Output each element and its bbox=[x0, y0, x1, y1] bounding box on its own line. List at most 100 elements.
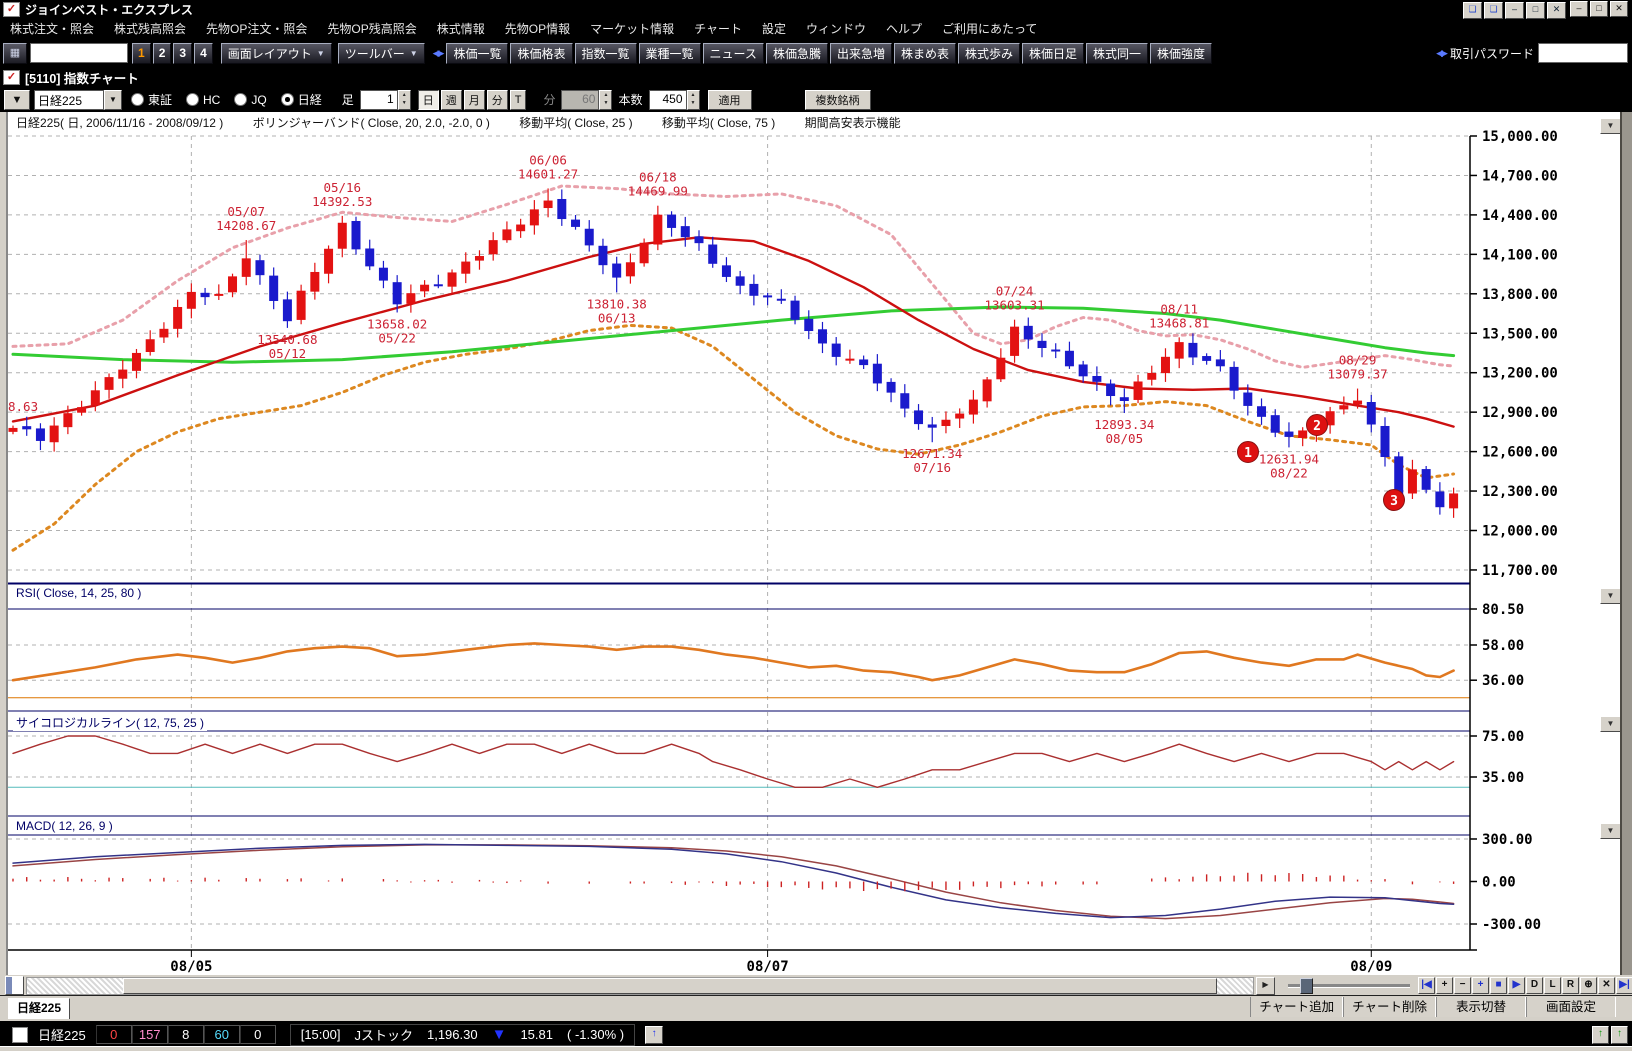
pane-toggle-icon[interactable]: ◀▶ bbox=[1436, 47, 1448, 58]
zoom-slider[interactable] bbox=[1288, 984, 1410, 988]
symbol-quick-input[interactable] bbox=[30, 43, 128, 63]
quick-button-7[interactable]: 株まめ表 bbox=[893, 42, 956, 64]
chart-nav-button-11[interactable]: ▶| bbox=[1616, 977, 1632, 994]
menu-item-8[interactable]: 設定 bbox=[761, 22, 786, 36]
menu-item-1[interactable]: 株式残高照会 bbox=[114, 22, 187, 36]
menu-item-4[interactable]: 株式情報 bbox=[436, 22, 485, 36]
menu-item-11[interactable]: ご利用にあたって bbox=[942, 22, 1038, 36]
up-arrow-icon[interactable]: ↑ bbox=[645, 1025, 664, 1044]
period-button-1[interactable]: 週 bbox=[440, 89, 462, 110]
layout-grid-icon[interactable]: ▦ bbox=[3, 42, 27, 64]
menu-item-10[interactable]: ヘルプ bbox=[886, 22, 923, 36]
workspace-button-3[interactable]: 4 bbox=[194, 42, 213, 64]
tab-nikkei225[interactable]: 日経225 bbox=[8, 998, 71, 1020]
screen-layout-button[interactable]: 画面レイアウト ▼ bbox=[220, 42, 332, 64]
chart-nav-button-5[interactable]: ▶ bbox=[1508, 977, 1525, 994]
period-button-4[interactable]: T bbox=[509, 89, 527, 110]
quick-button-1[interactable]: 株価格表 bbox=[510, 42, 573, 64]
footer-button-0[interactable]: チャート追加 bbox=[1250, 997, 1344, 1017]
chart-area[interactable]: 15,000.00 14,700.00 14,400.00 14,100.00 13,8… bbox=[6, 112, 1622, 975]
chart-nav-button-6[interactable]: D bbox=[1526, 977, 1543, 994]
quick-button-3[interactable]: 業種一覧 bbox=[638, 42, 701, 64]
pane-split-icon[interactable] bbox=[5, 975, 24, 995]
quick-button-6[interactable]: 出来急増 bbox=[829, 42, 892, 64]
market-radio-0[interactable]: 東証 bbox=[131, 91, 172, 108]
apply-button[interactable]: 適用 bbox=[707, 89, 752, 110]
chart-nav-button-10[interactable]: ✕ bbox=[1598, 977, 1615, 994]
svg-text:35.00: 35.00 bbox=[1482, 770, 1524, 786]
market-radio-2[interactable]: JQ bbox=[234, 92, 267, 107]
period-button-0[interactable]: 日 bbox=[417, 89, 439, 110]
green-up-icon[interactable]: ↑ bbox=[1592, 1025, 1609, 1044]
footer-button-3[interactable]: 画面設定 bbox=[1526, 997, 1616, 1017]
market-radio-3[interactable]: 日経 bbox=[280, 91, 322, 108]
status-checkbox[interactable] bbox=[12, 1026, 28, 1043]
footer-button-2[interactable]: 表示切替 bbox=[1436, 997, 1526, 1017]
psych-panel-dropdown-icon[interactable]: ▼ bbox=[1600, 716, 1621, 732]
quick-button-4[interactable]: ニュース bbox=[702, 42, 764, 64]
restore-icon[interactable]: □ bbox=[1526, 2, 1545, 19]
toolbar-menu-button[interactable]: ツールバー ▼ bbox=[337, 42, 425, 64]
interval-stepper[interactable]: 1 ▲ ▼ bbox=[359, 89, 411, 110]
interval-value[interactable]: 1 bbox=[359, 89, 398, 110]
chart-nav-button-1[interactable]: + bbox=[1436, 977, 1453, 994]
zoom-slider-handle[interactable] bbox=[1300, 978, 1313, 994]
spinner-icon[interactable]: ▲ ▼ bbox=[397, 89, 411, 110]
period-button-2[interactable]: 月 bbox=[463, 89, 485, 110]
bars-stepper[interactable]: 450 ▲ ▼ bbox=[648, 89, 700, 110]
close-icon[interactable]: ✕ bbox=[1547, 2, 1566, 19]
window-layout-icon[interactable]: ❏ bbox=[1484, 2, 1503, 19]
menu-item-6[interactable]: マーケット情報 bbox=[590, 22, 675, 36]
footer-button-1[interactable]: チャート削除 bbox=[1343, 997, 1436, 1017]
market-radio-1[interactable]: HC bbox=[186, 93, 220, 107]
chart-nav-button-2[interactable]: − bbox=[1454, 977, 1471, 994]
menu-item-9[interactable]: ウィンドウ bbox=[806, 22, 867, 36]
minimize-icon[interactable]: – bbox=[1505, 2, 1524, 19]
menu-item-2[interactable]: 先物OP注文・照会 bbox=[206, 22, 308, 36]
chevron-down-icon[interactable]: ▼ bbox=[4, 89, 30, 110]
quick-button-5[interactable]: 株価急騰 bbox=[765, 42, 828, 64]
workspace-button-2[interactable]: 3 bbox=[173, 42, 193, 64]
rsi-panel-dropdown-icon[interactable]: ▼ bbox=[1600, 588, 1621, 604]
menu-item-3[interactable]: 先物OP残高照会 bbox=[327, 22, 417, 36]
window-layout-icon[interactable]: ❏ bbox=[1463, 2, 1482, 19]
scroll-right-icon[interactable]: ▶ bbox=[1256, 977, 1275, 995]
macd-panel-dropdown-icon[interactable]: ▼ bbox=[1600, 823, 1621, 839]
symbol-combo[interactable]: 日経225 ▼ bbox=[34, 89, 122, 110]
quick-button-10[interactable]: 株式同一 bbox=[1086, 42, 1149, 64]
menu-item-7[interactable]: チャート bbox=[694, 22, 742, 36]
quick-button-11[interactable]: 株価強度 bbox=[1150, 42, 1213, 64]
period-button-3[interactable]: 分 bbox=[486, 89, 508, 110]
chart-nav-button-4[interactable]: ■ bbox=[1490, 977, 1507, 994]
green-up-icon[interactable]: ↑ bbox=[1611, 1025, 1628, 1044]
spinner-icon[interactable]: ▲ ▼ bbox=[686, 89, 700, 110]
pane-toggle-icon[interactable]: ◀▶ bbox=[432, 47, 445, 58]
maximize-icon[interactable]: □ bbox=[1590, 1, 1608, 17]
minimize-icon[interactable]: – bbox=[1570, 1, 1588, 17]
chart-nav-button-7[interactable]: L bbox=[1544, 977, 1561, 994]
chart-nav-button-3[interactable]: + bbox=[1472, 977, 1489, 994]
indicator-ma75: 移動平均( Close, 75 ) bbox=[661, 116, 776, 130]
menu-item-0[interactable]: 株式注文・照会 bbox=[10, 22, 95, 36]
radio-label: JQ bbox=[251, 92, 267, 107]
chart-nav-button-9[interactable]: ⊕ bbox=[1580, 977, 1597, 994]
workspace-button-1[interactable]: 2 bbox=[152, 42, 172, 64]
multi-symbol-button[interactable]: 複数銘柄 bbox=[804, 89, 871, 110]
bars-value[interactable]: 450 bbox=[648, 89, 687, 110]
quick-button-2[interactable]: 指数一覧 bbox=[574, 42, 637, 64]
menu-item-5[interactable]: 先物OP情報 bbox=[504, 22, 571, 36]
price-panel-dropdown-icon[interactable]: ▼ bbox=[1600, 118, 1621, 134]
trade-password-input[interactable] bbox=[1538, 43, 1628, 63]
quick-button-8[interactable]: 株式歩み bbox=[957, 42, 1020, 64]
price-chart-svg[interactable]: 15,000.00 14,700.00 14,400.00 14,100.00 13,8… bbox=[8, 112, 1622, 975]
scrollbar-thumb[interactable] bbox=[123, 978, 1217, 994]
workspace-button-0[interactable]: 1 bbox=[132, 42, 151, 64]
quick-button-0[interactable]: 株価一覧 bbox=[446, 42, 509, 64]
chart-nav-button-0[interactable]: |◀ bbox=[1418, 977, 1435, 994]
chart-nav-button-8[interactable]: R bbox=[1562, 977, 1579, 994]
symbol-value[interactable]: 日経225 bbox=[34, 89, 104, 110]
chevron-down-icon[interactable]: ▼ bbox=[104, 89, 122, 110]
chart-scrollbar[interactable] bbox=[26, 977, 1254, 995]
quick-button-9[interactable]: 株価日足 bbox=[1022, 42, 1085, 64]
close-icon[interactable]: ✕ bbox=[1610, 1, 1628, 17]
